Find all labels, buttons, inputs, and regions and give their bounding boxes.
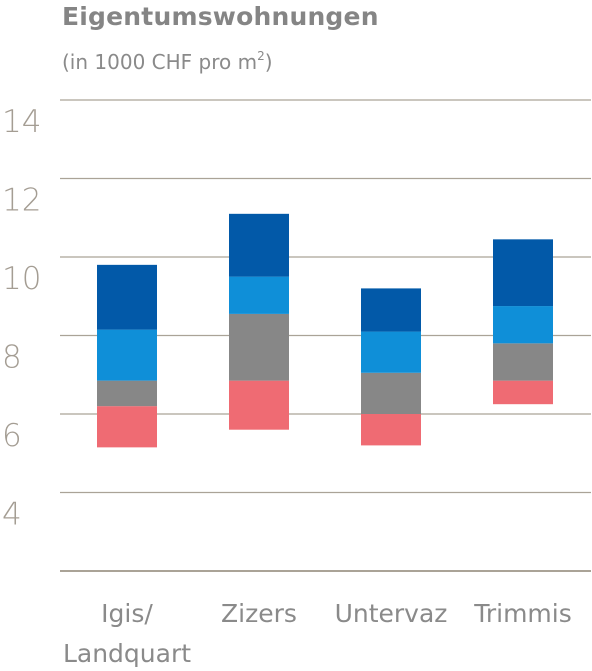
bar-segment xyxy=(229,213,289,277)
x-category-label: Zizers xyxy=(221,599,297,628)
y-tick-label: 4 xyxy=(2,497,22,533)
subtitle-end: ) xyxy=(264,50,273,74)
subtitle-superscript: 2 xyxy=(257,49,265,64)
y-axis-ticks: 14 12 10 8 6 4 xyxy=(2,104,41,533)
bar-segment xyxy=(493,343,553,381)
x-category-label: Landquart xyxy=(63,639,191,668)
bar-segment xyxy=(229,380,289,430)
x-category-label: Igis/ xyxy=(101,599,153,628)
bar-segment xyxy=(97,264,157,330)
bar-segment xyxy=(229,313,289,381)
y-tick-label: 10 xyxy=(2,261,41,297)
x-category-label: Untervaz xyxy=(335,599,448,628)
bar-segment xyxy=(361,372,421,414)
bar-segment xyxy=(361,414,421,446)
bar-segment xyxy=(97,329,157,381)
bar-segment xyxy=(97,380,157,407)
subtitle-text: (in 1000 CHF pro m xyxy=(62,50,258,74)
y-tick-label: 8 xyxy=(2,340,22,376)
y-tick-label: 6 xyxy=(2,418,22,454)
bar-segment xyxy=(229,276,289,314)
chart-subtitle: (in 1000 CHF pro m2) xyxy=(62,49,273,74)
y-tick-label: 12 xyxy=(2,183,41,219)
bars xyxy=(97,213,553,448)
bar-segment xyxy=(97,406,157,448)
bar-segment xyxy=(493,239,553,307)
bar-segment xyxy=(493,380,553,405)
y-tick-label: 14 xyxy=(2,104,41,140)
bar-segment xyxy=(361,331,421,373)
bar-segment xyxy=(493,306,553,344)
bar-segment xyxy=(361,288,421,332)
x-category-label: Trimmis xyxy=(473,599,572,628)
chart-title: Eigentumswohnungen xyxy=(62,2,379,31)
x-axis-categories: Igis/Landquart Zizers Untervaz Trimmis xyxy=(63,599,572,668)
